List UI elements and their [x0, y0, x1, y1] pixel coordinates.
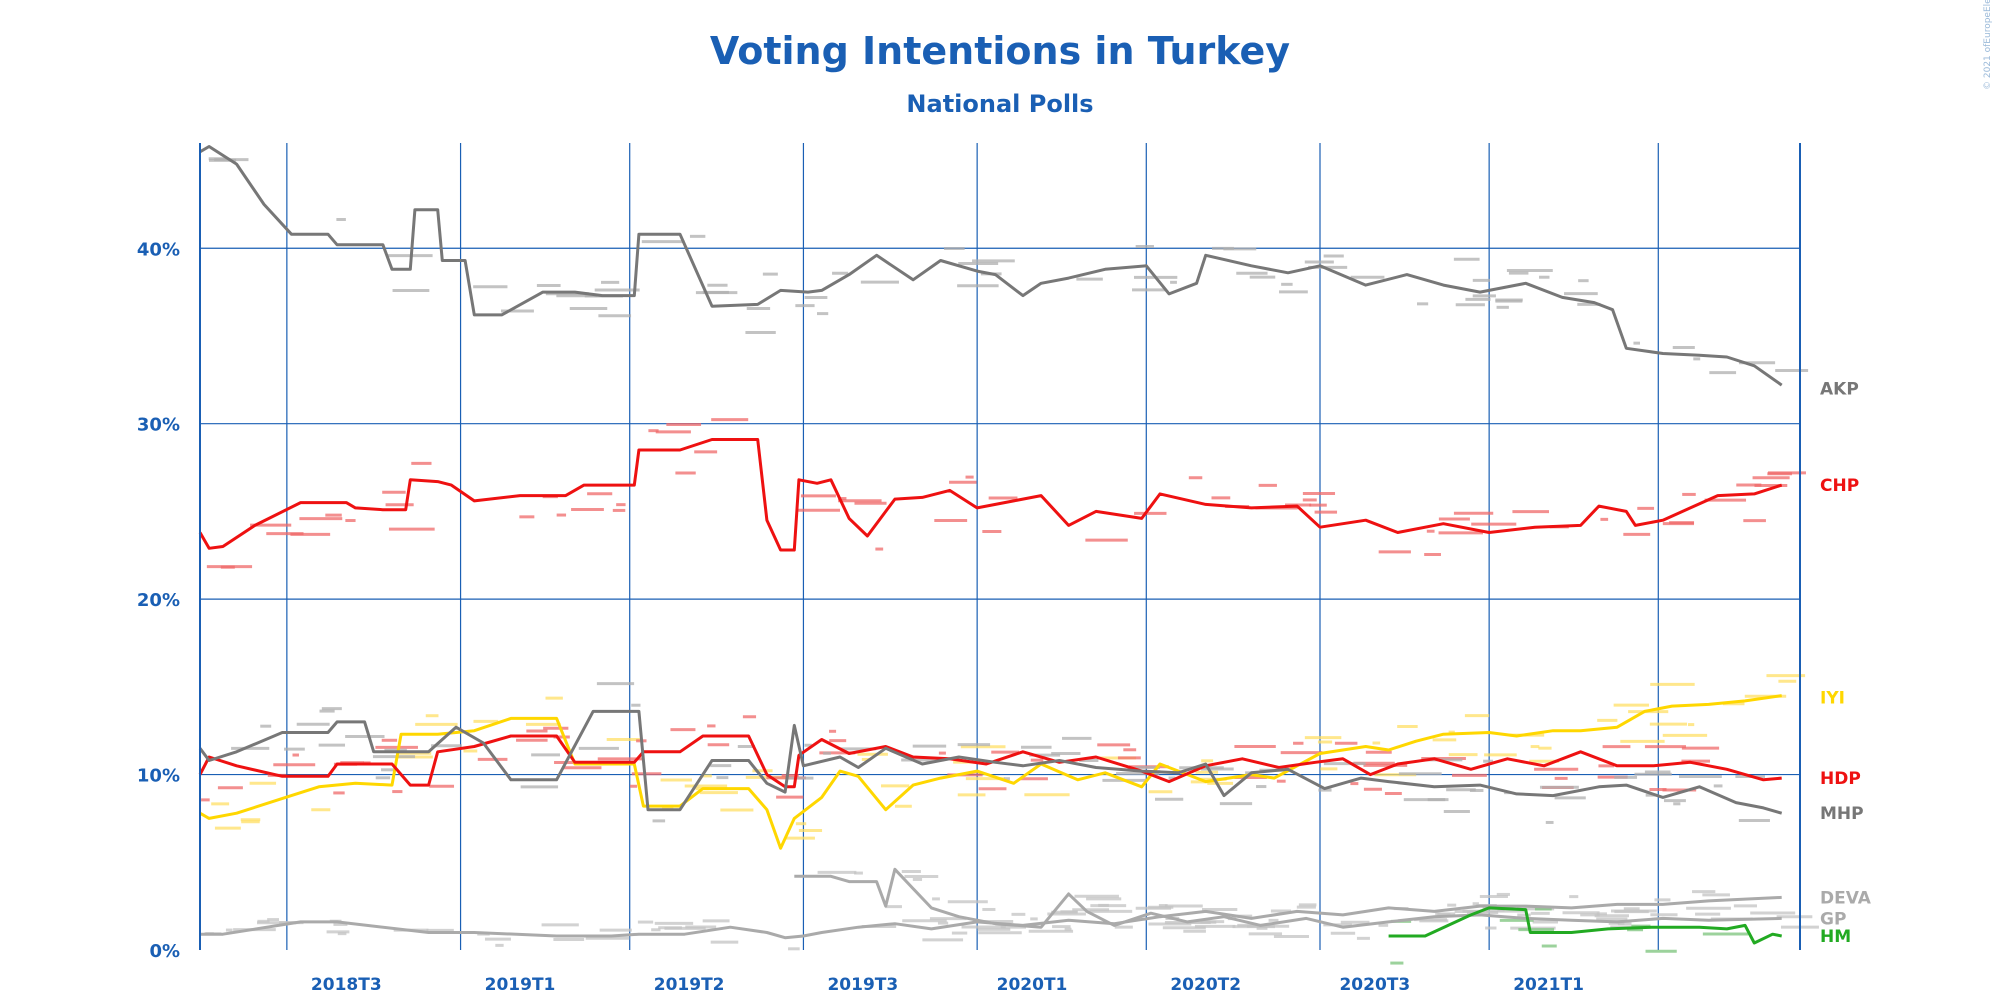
y-tick-label-3: 30%: [137, 415, 180, 436]
x-tick-labels: 2018T3 2019T1 2019T2 2019T3 2020T1 2020T2 2020…: [311, 975, 1584, 995]
series-line-mhp: [198, 709, 1783, 815]
x-tick-label-3: 2019T3: [827, 975, 898, 995]
series-line-hm: [1388, 906, 1782, 945]
series-label-deva: DEVA: [1820, 888, 1872, 908]
series-line-deva: [200, 895, 1782, 940]
series-label-hdp: HDP: [1820, 769, 1861, 789]
series-line-chp: [198, 438, 1783, 552]
poll-dashes: [201, 157, 1819, 965]
chart-subtitle: National Polls: [906, 90, 1093, 118]
y-tick-label-0: 0%: [149, 941, 180, 962]
y-tick-label-2: 20%: [137, 590, 180, 611]
grid-lines: [200, 143, 1800, 950]
series-line-iyi: [199, 694, 1782, 850]
x-tick-label-5: 2020T2: [1170, 975, 1241, 995]
y-tick-label-1: 10%: [137, 766, 180, 787]
x-tick-label-4: 2020T1: [997, 975, 1068, 995]
series-line-hdp: [198, 734, 1782, 789]
series-label-hm: HM: [1820, 927, 1851, 947]
series-label-mhp: MHP: [1820, 804, 1864, 824]
axes: [199, 143, 1801, 950]
x-tick-label-6: 2020T3: [1339, 975, 1410, 995]
series-label-chp: CHP: [1820, 476, 1859, 496]
series-label-akp: AKP: [1820, 380, 1859, 400]
x-tick-label-2: 2019T2: [654, 975, 725, 995]
y-tick-labels: 0% 10% 20% 30% 40%: [137, 239, 180, 962]
series-line-akp: [199, 145, 1783, 387]
series-label-gp: GP: [1820, 909, 1846, 929]
series-label-iyi: IYI: [1820, 688, 1845, 708]
series-lines: [198, 145, 1783, 945]
y-tick-label-4: 40%: [137, 239, 180, 260]
series-line-gp: [794, 867, 1782, 929]
x-tick-label-0: 2018T3: [311, 975, 382, 995]
copyright-note: © 2021 ofEuropeElects: [1983, 0, 1993, 90]
chart-title: Voting Intentions in Turkey: [710, 29, 1290, 73]
x-tick-label-7: 2021T1: [1513, 975, 1584, 995]
x-tick-label-1: 2019T1: [485, 975, 556, 995]
